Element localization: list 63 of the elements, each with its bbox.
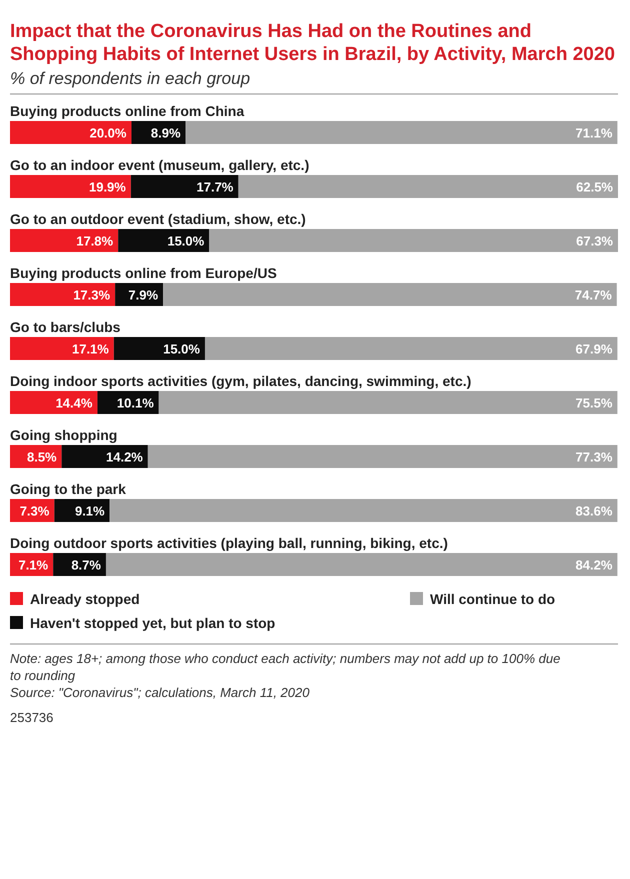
data-label: 15.0% (163, 342, 200, 356)
data-label: 7.1% (18, 558, 49, 572)
data-label: 15.0% (167, 234, 205, 248)
data-label: 62.5% (576, 180, 614, 194)
bar (163, 283, 617, 306)
data-label: 14.2% (106, 450, 144, 464)
y-tick-label: Go to an indoor event (museum, gallery, etc.) (10, 157, 310, 173)
y-tick-label: Doing indoor sports activities (gym, pilates, dancing, swimming, etc.) (10, 373, 472, 389)
bar (148, 445, 618, 468)
data-label: 7.3% (20, 504, 50, 518)
legend-label: Haven't stopped yet, but plan to stop (30, 615, 276, 631)
y-tick-label: Going to the park (10, 481, 126, 497)
data-label: 8.7% (71, 558, 102, 572)
bar (10, 283, 116, 306)
bar (186, 121, 618, 144)
data-label: 9.1% (74, 504, 106, 518)
data-label: 17.3% (73, 288, 111, 302)
bar (106, 553, 618, 576)
data-label: 67.3% (576, 234, 614, 248)
data-label: 17.1% (72, 342, 110, 356)
text: 253736 (10, 710, 54, 725)
data-label: 17.7% (196, 180, 234, 194)
data-label: 71.1% (576, 126, 613, 140)
bar (10, 121, 132, 144)
data-label: 77.3% (576, 450, 613, 464)
bar (118, 229, 210, 252)
y-tick-label: Go to an outdoor event (stadium, show, etc.) (10, 211, 306, 227)
y-tick-label: Doing outdoor sports activities (playing ball, running, biking, etc.) (10, 535, 448, 551)
data-label: 83.6% (576, 504, 613, 518)
data-label: 75.5% (576, 396, 613, 410)
bar (10, 229, 118, 252)
y-tick-label: Going shopping (10, 427, 118, 443)
bar (110, 499, 618, 522)
bar (62, 445, 148, 468)
data-label: 10.1% (116, 396, 154, 410)
text: Note: ages 18+; among those who conduct each activity; numbers may not add up to 100% due to rounding (10, 651, 560, 683)
y-tick-label: Buying products online from Europe/US (10, 265, 277, 281)
bar (130, 175, 238, 198)
data-label: 84.2% (576, 558, 613, 572)
chart-subtitle: % of respondents in each group (10, 69, 250, 88)
y-tick-label: Go to bars/clubs (10, 319, 121, 335)
data-label: 8.5% (26, 450, 58, 464)
data-label: 67.9% (576, 342, 613, 356)
data-label: 19.9% (88, 180, 126, 194)
legend-label: Will continue to do (430, 591, 556, 607)
chart-title: Impact that the Coronavirus Has Had on the Routines and Shopping Habits of Internet Users in Brazil, by Activity, March 2020 (10, 21, 615, 65)
data-label: 74.7% (574, 288, 612, 302)
data-label: 17.8% (76, 234, 114, 248)
source-note: Source: "Coronavirus"; calculations, March 11, 2020 (10, 685, 310, 700)
y-tick-label: Buying products online from China (10, 103, 244, 119)
bar (10, 391, 98, 414)
data-label: 14.4% (56, 396, 93, 410)
bar (10, 175, 131, 198)
bar (204, 337, 618, 360)
data-label: 7.9% (128, 288, 158, 302)
bar (114, 337, 205, 360)
data-label: 8.9% (150, 126, 181, 140)
data-label: 20.0% (90, 126, 127, 140)
bar (10, 337, 114, 360)
legend-label: Already stopped (30, 591, 140, 607)
bar (209, 229, 618, 252)
bar (158, 391, 618, 414)
bar (238, 175, 618, 198)
